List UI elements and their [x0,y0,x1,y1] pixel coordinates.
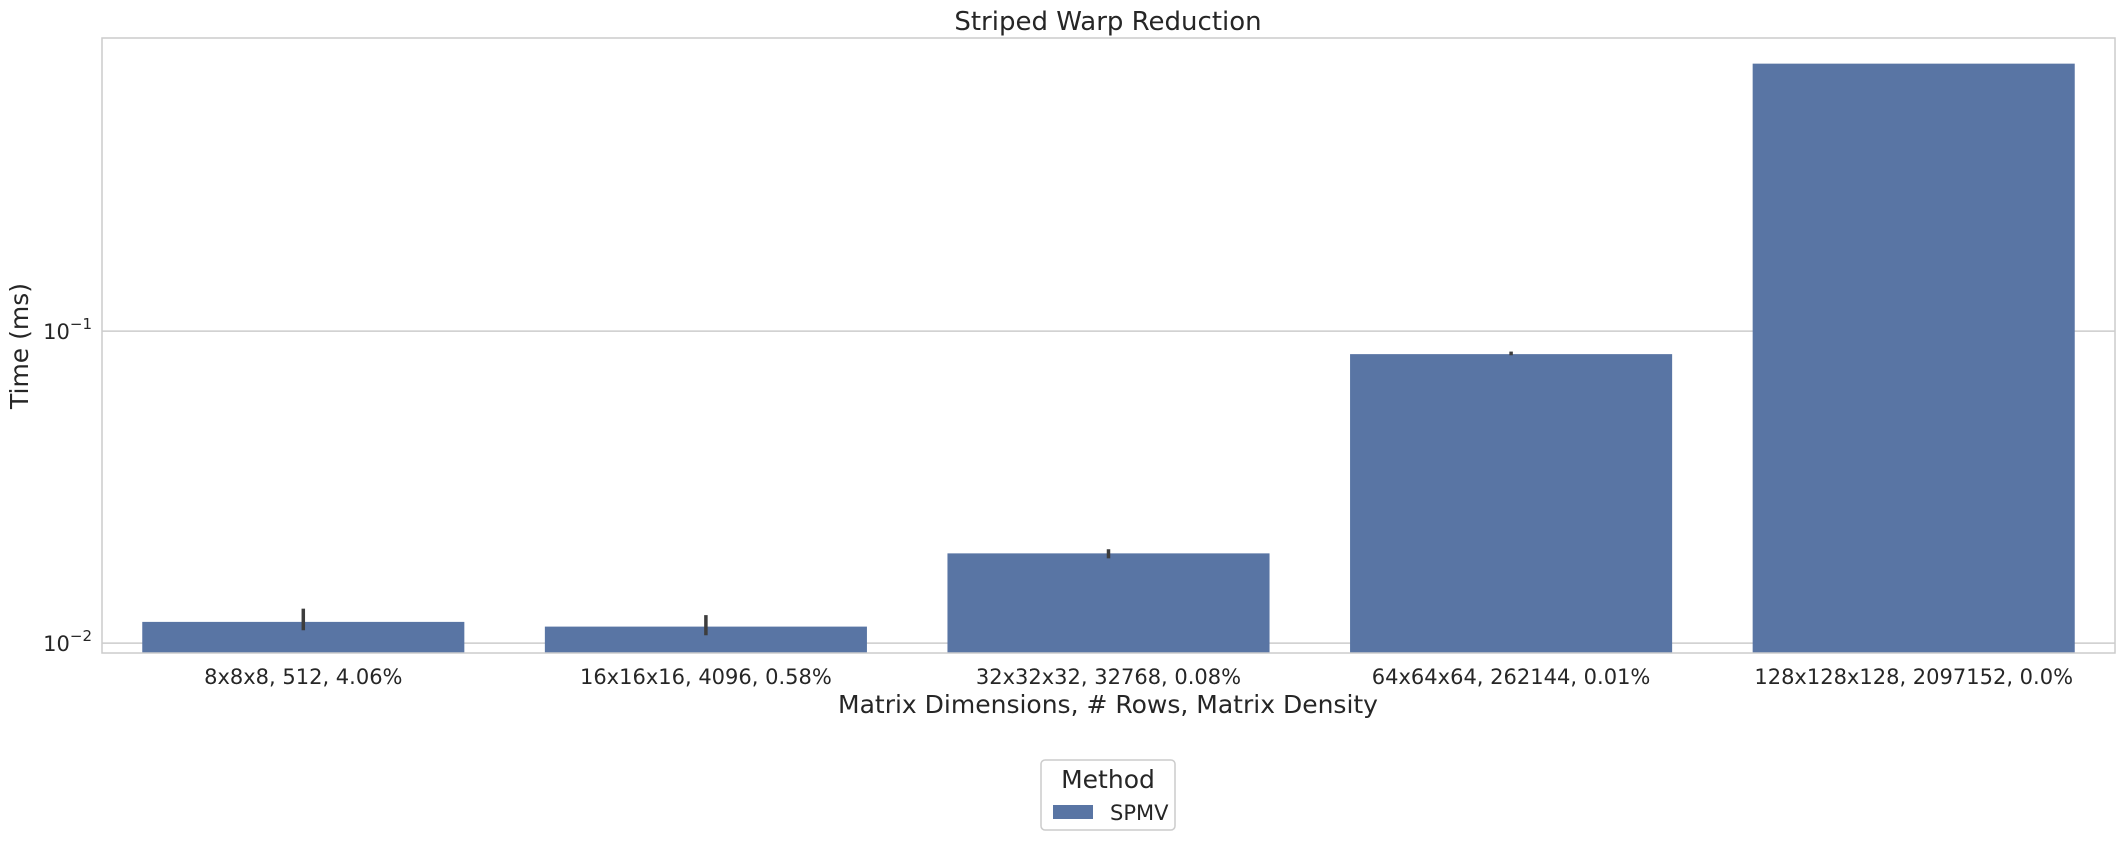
bars [142,63,2075,653]
legend: Method SPMV [1040,759,1176,831]
bar-2 [947,553,1270,653]
bar-4 [1752,63,2075,653]
legend-title: Method [1061,765,1155,794]
x-tick-label-1: 16x16x16, 4096, 0.58% [580,665,832,689]
x-axis: 8x8x8, 512, 4.06% 16x16x16, 4096, 0.58% 32… [204,665,2073,689]
y-axis: 10−2 10−1 [43,315,92,656]
plot-frame [101,37,2116,654]
x-tick-label-3: 64x64x64, 262144, 0.01% [1372,665,1651,689]
error-bars [301,351,1513,636]
x-axis-label: Matrix Dimensions, # Rows, Matrix Densit… [838,690,1378,719]
legend-swatch-spmv [1053,805,1093,819]
x-tick-label-2: 32x32x32, 32768, 0.08% [976,665,1241,689]
y-tick-label-0: 10−2 [43,627,92,656]
y-tick-label-1: 10−1 [43,315,92,344]
y-axis-label: Time (ms) [5,283,34,410]
chart-title: Striped Warp Reduction [954,7,1261,37]
x-tick-label-0: 8x8x8, 512, 4.06% [204,665,402,689]
x-tick-label-4: 128x128x128, 2097152, 0.0% [1754,665,2073,689]
legend-label-spmv: SPMV [1110,801,1169,825]
bar-3 [1350,354,1673,653]
